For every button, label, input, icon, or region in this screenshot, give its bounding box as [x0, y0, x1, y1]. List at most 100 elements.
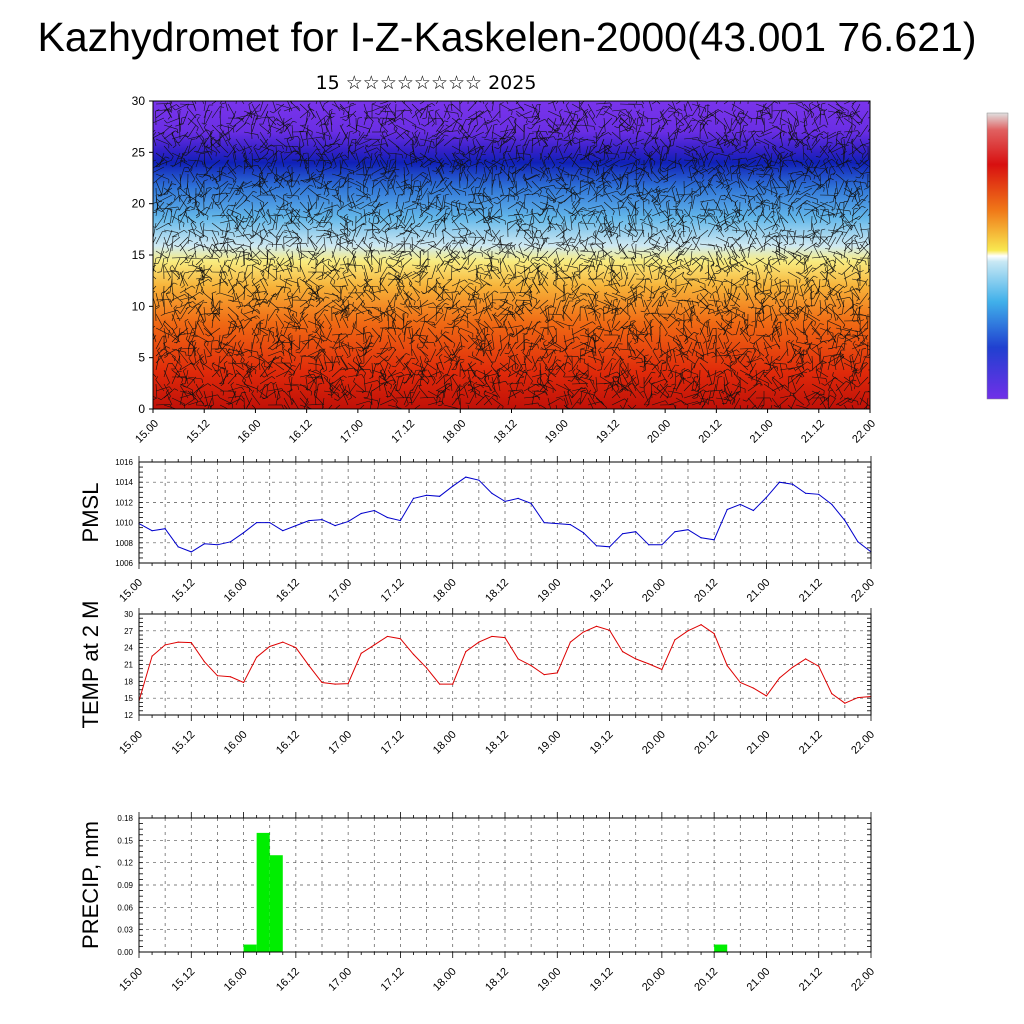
cross-xtick-label: 17.12	[389, 418, 417, 446]
ytick-label: 0.06	[117, 903, 133, 912]
data-point	[229, 676, 232, 678]
xtick-label: 21.12	[797, 577, 825, 605]
data-point	[595, 545, 598, 547]
data-point	[308, 665, 310, 667]
data-point	[805, 658, 807, 660]
data-point	[439, 495, 441, 497]
cross-xtick-label: 21.00	[748, 418, 776, 446]
xtick-label: 20.12	[692, 729, 720, 757]
xtick-label: 18.00	[431, 729, 459, 757]
ytick-label: 24	[124, 644, 133, 653]
xtick-label: 16.00	[222, 577, 250, 605]
data-point	[216, 544, 219, 546]
data-point	[818, 665, 820, 667]
data-point	[321, 681, 323, 684]
xtick-label: 17.00	[326, 966, 354, 994]
data-point	[635, 658, 637, 660]
xtick-label: 15.12	[169, 577, 197, 605]
data-point	[360, 512, 362, 515]
data-point	[687, 630, 689, 632]
xtick-label: 16.12	[274, 577, 302, 605]
data-point	[791, 483, 794, 485]
data-point	[177, 546, 179, 548]
xtick-label: 20.12	[692, 966, 720, 994]
data-point	[504, 636, 506, 639]
data-point	[739, 681, 741, 684]
data-point	[452, 683, 454, 685]
data-point	[282, 530, 284, 532]
ytick-label: 1016	[115, 458, 133, 467]
xtick-label: 21.12	[797, 966, 825, 994]
data-point	[752, 687, 754, 689]
data-point	[635, 531, 637, 533]
data-point	[752, 509, 754, 512]
data-point	[216, 675, 219, 677]
data-point	[857, 697, 859, 699]
wind-barbs	[153, 101, 870, 409]
colorbar	[986, 112, 1009, 400]
ylabel: PMSL	[78, 483, 103, 543]
data-point	[818, 493, 820, 495]
data-point	[674, 531, 676, 533]
data-point	[151, 655, 153, 657]
data-point	[412, 497, 415, 499]
xtick-label: 19.00	[535, 577, 563, 605]
panel-grid	[139, 462, 871, 563]
data-point	[478, 641, 480, 643]
ytick-label: 18	[124, 677, 133, 686]
cross-xtick-label: 21.12	[799, 418, 827, 446]
cross-xtick-label: 15.00	[133, 418, 161, 446]
ytick-label: 0.00	[117, 948, 133, 957]
data-point	[425, 667, 428, 669]
pmsl-panel: 1006 1008 1010 1012 1014 1016 15.00 15.12 16.00 1…	[78, 456, 877, 605]
xtick-label: 19.00	[535, 729, 563, 757]
data-point	[805, 492, 807, 494]
cross-section-field	[153, 101, 870, 409]
data-point	[569, 641, 571, 643]
xtick-label: 17.12	[379, 729, 407, 757]
precip-bar	[714, 944, 728, 952]
xtick-label: 18.00	[431, 577, 459, 605]
xtick-label: 19.00	[535, 966, 563, 994]
data-point	[517, 658, 519, 660]
xtick-label: 17.12	[379, 577, 407, 605]
cross-xtick-label: 20.00	[645, 418, 673, 446]
data-point	[269, 522, 271, 524]
xtick-label: 15.00	[117, 729, 145, 757]
cross-xtick-label: 18.00	[440, 418, 468, 446]
data-point	[334, 683, 336, 685]
data-point	[399, 638, 402, 640]
data-point	[661, 544, 663, 546]
data-point	[203, 661, 205, 663]
data-point	[713, 633, 715, 635]
ytick-label: 1012	[115, 498, 133, 507]
cross-xtick-label: 20.12	[697, 418, 725, 446]
xtick-label: 20.12	[692, 577, 720, 605]
data-point	[608, 629, 611, 631]
data-point	[439, 683, 441, 685]
data-point	[373, 509, 375, 512]
data-point	[765, 695, 768, 697]
ytick-label: 0.12	[117, 859, 133, 868]
xtick-label: 21.00	[745, 729, 773, 757]
data-point	[164, 528, 166, 530]
data-point	[530, 502, 532, 505]
xtick-label: 21.12	[797, 729, 825, 757]
ylabel: PRECIP, mm	[78, 821, 103, 949]
temp-panel: 12 15 18 21 24 27 30 15.00 15.12 16.00 16.12 17.00 1…	[78, 601, 877, 757]
data-point	[386, 516, 388, 519]
cross-ytick-label: 15	[132, 248, 146, 262]
data-point	[256, 522, 258, 524]
cross-xtick-label: 15.12	[184, 418, 212, 446]
xtick-label: 18.12	[483, 729, 511, 757]
data-point	[791, 666, 794, 668]
data-point	[151, 530, 153, 532]
cross-ytick-label: 30	[132, 94, 146, 108]
xtick-label: 18.12	[483, 577, 511, 605]
data-point	[648, 544, 650, 546]
xtick-label: 15.12	[169, 966, 197, 994]
ytick-label: 0.18	[117, 814, 133, 823]
ytick-label: 1008	[115, 539, 133, 548]
cross-ytick-label: 0	[138, 402, 145, 416]
ytick-label: 12	[124, 711, 133, 720]
